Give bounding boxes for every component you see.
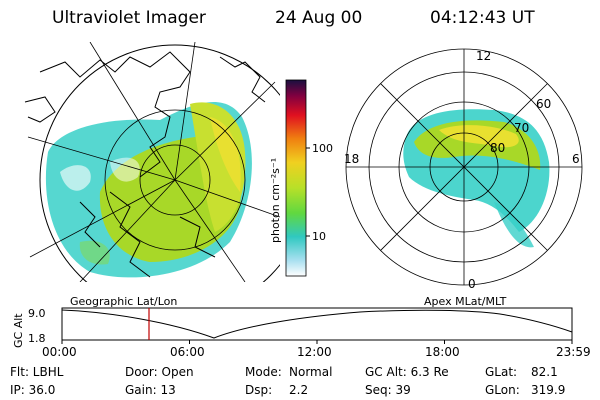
color-bar: 100 10 photon cm⁻²s⁻¹ bbox=[269, 79, 333, 277]
seq-info: Seq: 39 bbox=[365, 383, 411, 397]
app-title: Ultraviolet Imager bbox=[52, 8, 206, 28]
dsp-label: Dsp: bbox=[245, 383, 273, 397]
glon-value: 319.9 bbox=[531, 383, 566, 397]
latlon-grid bbox=[27, 42, 280, 282]
geographic-map bbox=[24, 42, 280, 282]
door-info: Door: Open bbox=[125, 365, 194, 379]
colorbar-unit-label: photon cm⁻²s⁻¹ bbox=[269, 158, 282, 243]
polar-aurora bbox=[403, 109, 550, 248]
x-tick-2359: 23:59 bbox=[556, 345, 591, 359]
gc-alt-info: GC Alt: 6.3 Re bbox=[365, 365, 449, 379]
lat-label-70: 70 bbox=[514, 121, 529, 135]
altitude-curve bbox=[61, 309, 573, 339]
geographic-caption: Geographic Lat/Lon bbox=[70, 295, 178, 308]
gain-info: Gain: 13 bbox=[125, 383, 176, 397]
x-tick-0000: 00:00 bbox=[42, 345, 77, 359]
aurora-image bbox=[45, 102, 252, 278]
mlt-label-12: 12 bbox=[476, 49, 491, 63]
lat-label-60: 60 bbox=[536, 97, 551, 111]
colorbar-tick-100: 100 bbox=[312, 142, 333, 155]
mode-value: Normal bbox=[289, 365, 333, 379]
glat-label: GLat: bbox=[485, 365, 518, 379]
map-horizon bbox=[39, 44, 280, 282]
x-tick-1800: 18:00 bbox=[425, 345, 460, 359]
y-tick-9: 9.0 bbox=[28, 307, 46, 320]
coastlines bbox=[24, 51, 266, 278]
time-label: 04:12:43 UT bbox=[430, 8, 535, 28]
mlt-label-0: 0 bbox=[468, 277, 476, 291]
lat-label-80: 80 bbox=[490, 141, 505, 155]
ip-info: IP: 36.0 bbox=[10, 383, 56, 397]
glat-value: 82.1 bbox=[531, 365, 558, 379]
y-tick-1.8: 1.8 bbox=[28, 332, 46, 345]
gc-alt-axis-label: GC Alt bbox=[12, 313, 25, 348]
timeline-frame bbox=[61, 307, 573, 341]
x-tick-0600: 06:00 bbox=[170, 345, 205, 359]
orbit-timeline: GC Alt 9.0 1.8 00:00 06:00 12:00 18:00 2… bbox=[12, 307, 591, 359]
dsp-value: 2.2 bbox=[289, 383, 309, 397]
mlt-label-6: 6 bbox=[572, 152, 580, 166]
x-tick-1200: 12:00 bbox=[297, 345, 332, 359]
colorbar-tick-10: 10 bbox=[312, 230, 326, 243]
date-label: 24 Aug 00 bbox=[275, 8, 363, 28]
apex-caption: Apex MLat/MLT bbox=[424, 295, 507, 308]
mode-label: Mode: bbox=[245, 365, 282, 379]
filter-info: Flt: LBHL bbox=[10, 365, 64, 379]
polar-plot: 12 18 6 0 60 70 80 bbox=[344, 48, 583, 291]
mlt-label-18: 18 bbox=[344, 152, 359, 166]
polar-grid bbox=[345, 48, 583, 286]
glon-label: GLon: bbox=[485, 383, 520, 397]
